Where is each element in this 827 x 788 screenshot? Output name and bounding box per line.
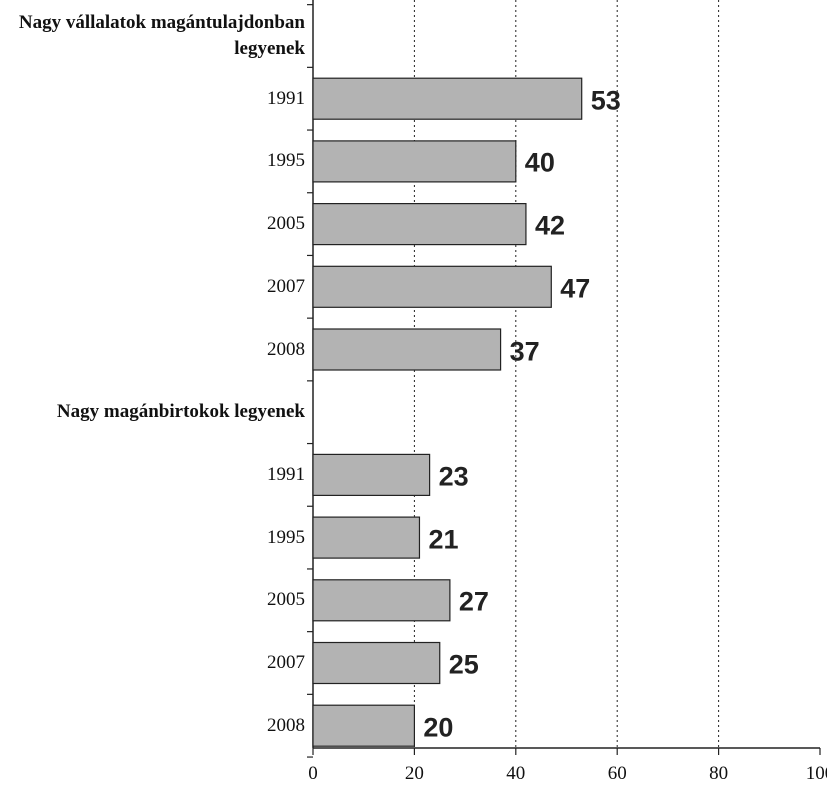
data-label: 21 xyxy=(428,524,459,555)
x-tick-label: 60 xyxy=(607,763,627,784)
data-label: 53 xyxy=(590,85,621,116)
x-tick-label: 80 xyxy=(709,763,729,784)
bar xyxy=(312,579,451,622)
bar xyxy=(312,704,416,747)
bar xyxy=(312,265,552,308)
y-tick-label: 1995 xyxy=(267,526,305,548)
data-label: 47 xyxy=(560,273,591,304)
x-tick-label: 40 xyxy=(506,763,526,784)
x-tick-label: 0 xyxy=(308,763,318,784)
bar xyxy=(312,77,583,120)
bar xyxy=(312,203,527,246)
data-label: 42 xyxy=(534,210,565,241)
bar xyxy=(312,641,441,685)
bar xyxy=(312,516,421,559)
y-tick-label: 2005 xyxy=(267,589,305,611)
x-tick-label: 100 xyxy=(805,763,827,784)
data-label: 23 xyxy=(438,461,469,492)
y-tick-label: 1991 xyxy=(267,87,305,109)
data-label: 25 xyxy=(448,649,479,680)
y-tick-label: 2005 xyxy=(267,213,305,235)
y-tick-label: 2007 xyxy=(267,652,305,673)
bar xyxy=(312,453,431,496)
data-label: 37 xyxy=(509,336,540,366)
y-tick-label: 2008 xyxy=(267,714,305,736)
bar xyxy=(312,140,517,183)
y-tick-label: 2008 xyxy=(267,338,305,360)
y-tick-label: 1991 xyxy=(267,463,305,485)
group-label: Nagy magánbirtokok legyenek xyxy=(56,401,305,423)
bar xyxy=(312,328,502,371)
y-tick-label: 1995 xyxy=(267,150,305,172)
data-label: 27 xyxy=(458,586,489,617)
group-label: Nagy vállalatok magántulajdonban legyene… xyxy=(18,12,305,59)
data-label: 20 xyxy=(423,712,454,743)
x-tick-label: 20 xyxy=(404,763,424,784)
y-tick-label: 2007 xyxy=(267,275,305,297)
data-label: 40 xyxy=(524,147,555,178)
